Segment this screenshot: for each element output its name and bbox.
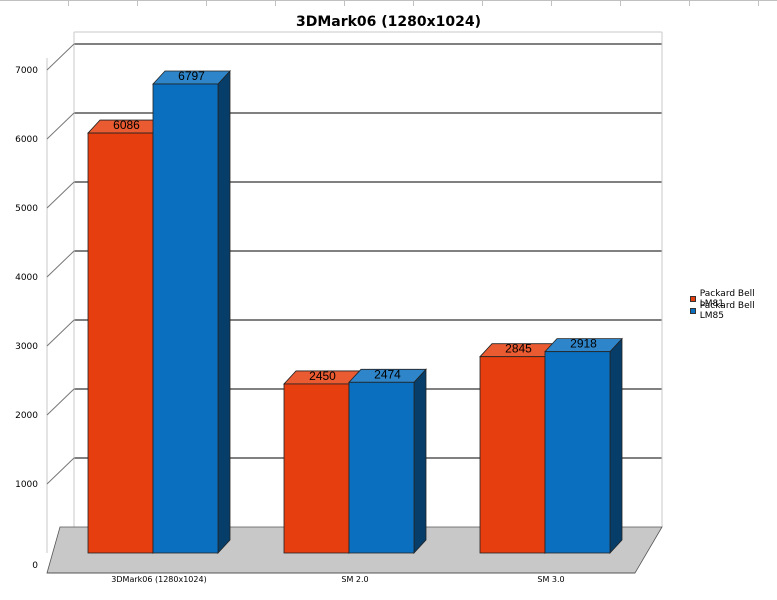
data-label-2-3: 2918 xyxy=(570,337,597,351)
gridline-side-4000 xyxy=(46,250,75,278)
legend-item-series-2: Packard Bell LM85 xyxy=(690,301,777,321)
gridline-side-5000 xyxy=(46,181,75,209)
y-tick-label-0: 0 xyxy=(32,561,38,571)
bar-series-1-1 xyxy=(87,132,154,554)
y-tick-label-7000: 7000 xyxy=(15,66,38,76)
bar-side-2-3 xyxy=(609,337,623,555)
chart-title: 3DMark06 (1280x1024) xyxy=(295,14,482,30)
y-tick-label-6000: 6000 xyxy=(15,135,38,145)
top-border-ticks xyxy=(0,0,777,6)
x-tick-label-2: SM 2.0 xyxy=(341,575,368,584)
legend: Packard Bell LM81 Packard Bell LM85 xyxy=(690,289,777,321)
legend-swatch-series-2 xyxy=(690,308,696,314)
x-tick-label-3: SM 3.0 xyxy=(537,575,564,584)
bar-series-1-3 xyxy=(479,356,546,554)
data-label-2-2: 2474 xyxy=(374,367,401,381)
data-label-1-3: 2845 xyxy=(505,342,532,356)
gridline-side-6000 xyxy=(46,112,75,140)
x-tick-label-1: 3DMark06 (1280x1024) xyxy=(111,575,206,584)
gridline-side-2000 xyxy=(46,388,75,416)
data-label-2-1: 6797 xyxy=(178,69,205,83)
bar-side-2-2 xyxy=(413,368,427,555)
y-tick-label-4000: 4000 xyxy=(15,273,38,283)
y-tick-label-3000: 3000 xyxy=(15,342,38,352)
gridline-side-3000 xyxy=(46,319,75,347)
gridline-side-1000 xyxy=(46,457,75,485)
data-label-1-1: 6086 xyxy=(113,118,140,132)
legend-label-series-2: Packard Bell LM85 xyxy=(699,301,755,321)
gridline-side-7000 xyxy=(46,43,75,71)
bar-series-2-2 xyxy=(348,381,415,554)
data-label-1-2: 2450 xyxy=(309,369,336,383)
legend-item-series-1: Packard Bell LM81 xyxy=(690,289,777,309)
bar-series-2-1 xyxy=(152,83,219,554)
bar-series-1-2 xyxy=(283,383,350,554)
y-tick-label-2000: 2000 xyxy=(15,411,38,421)
legend-swatch-series-1 xyxy=(690,296,696,302)
y-tick-label-5000: 5000 xyxy=(15,204,38,214)
legend-label-series-1: Packard Bell LM81 xyxy=(699,289,755,309)
bar-series-2-3 xyxy=(544,351,611,554)
bar-side-2-1 xyxy=(217,69,231,555)
y-tick-label-1000: 1000 xyxy=(15,480,38,490)
